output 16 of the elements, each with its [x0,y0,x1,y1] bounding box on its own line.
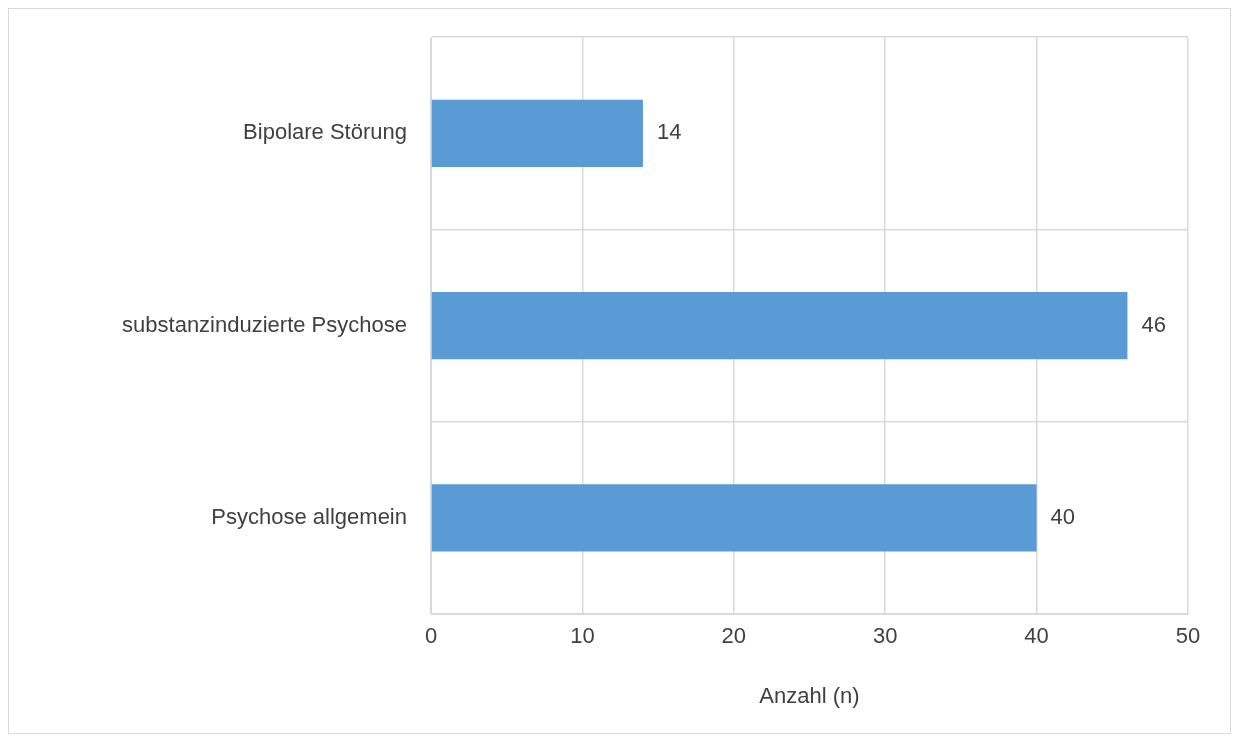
x-axis-title: Anzahl (n) [759,682,860,708]
y-tick-label: Psychose allgemein [211,503,407,529]
x-tick-label: 10 [570,623,595,649]
data-label: 40 [1050,503,1076,529]
data-label: 46 [1141,311,1166,337]
x-tick-label: 50 [1175,623,1201,649]
data-label: 14 [656,119,682,145]
bar [431,484,1037,552]
bar [431,291,1128,360]
x-tick-label: 20 [721,623,747,649]
x-tick-label: 40 [1024,623,1049,649]
x-tick-label: 30 [872,623,898,649]
bar [431,99,643,167]
x-tick-label: 0 [424,623,438,649]
y-tick-label: Bipolare Störung [243,119,407,145]
y-tick-label: substanzinduzierte Psychose [122,311,407,337]
